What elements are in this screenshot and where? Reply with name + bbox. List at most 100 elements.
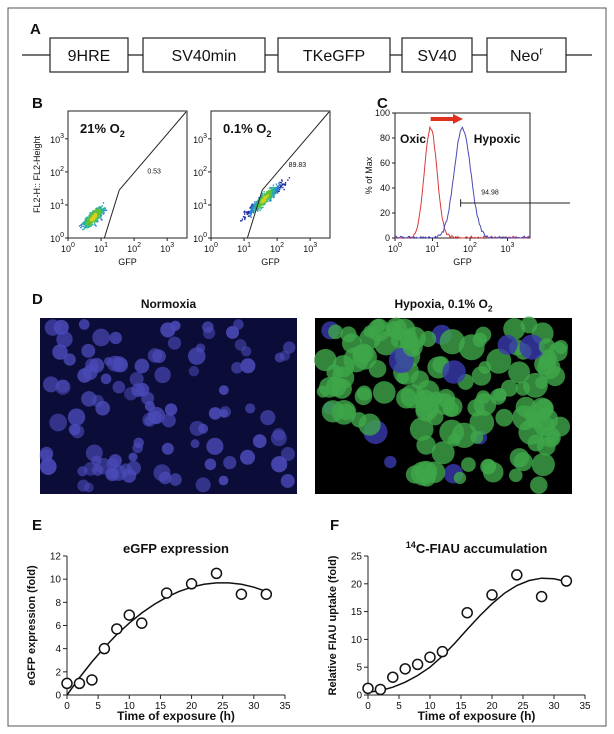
cell bbox=[219, 406, 232, 418]
flow-event bbox=[253, 210, 255, 212]
flow-event bbox=[269, 192, 271, 194]
flow-event bbox=[98, 213, 101, 216]
y-tick-label: 40 bbox=[380, 183, 390, 193]
flow-event bbox=[244, 210, 246, 212]
flow-event bbox=[88, 221, 90, 223]
construct-label-text: SV40min bbox=[172, 48, 237, 65]
flow-event bbox=[242, 216, 245, 218]
cell bbox=[218, 385, 229, 396]
cell bbox=[537, 356, 561, 380]
flow-event bbox=[248, 215, 250, 217]
flow-event bbox=[256, 201, 258, 203]
flow-event bbox=[244, 218, 246, 221]
flow-event bbox=[105, 209, 107, 211]
flow-event bbox=[91, 211, 93, 214]
log-exponent: 2 bbox=[473, 242, 477, 249]
data-point bbox=[260, 588, 273, 600]
construct-box bbox=[142, 37, 266, 73]
flow-event bbox=[272, 196, 275, 199]
flow-event bbox=[100, 215, 102, 217]
flow-event bbox=[265, 196, 268, 199]
cell bbox=[396, 371, 410, 384]
flow-event bbox=[273, 195, 275, 198]
x-tick-label: 30 bbox=[248, 701, 260, 712]
flow-event bbox=[85, 222, 87, 224]
flow-event bbox=[283, 183, 285, 186]
flow-event bbox=[259, 205, 261, 207]
cell bbox=[271, 456, 288, 473]
log-base: 10 bbox=[193, 201, 203, 211]
cell bbox=[523, 372, 548, 398]
data-point bbox=[98, 642, 111, 655]
x-tick-label: 5 bbox=[95, 701, 101, 712]
construct-box bbox=[401, 37, 473, 73]
cell bbox=[280, 473, 295, 488]
cell bbox=[340, 326, 357, 343]
flow-event bbox=[250, 210, 252, 213]
log-base: 10 bbox=[204, 244, 214, 254]
flow-event bbox=[264, 195, 267, 198]
log-tick-label: 100 bbox=[204, 242, 218, 254]
flow-frame bbox=[210, 110, 331, 239]
flow-event bbox=[271, 196, 273, 198]
cell bbox=[109, 331, 122, 345]
panel-label: C bbox=[377, 95, 388, 112]
log-base: 10 bbox=[388, 244, 398, 254]
cell bbox=[387, 321, 402, 336]
flow-event bbox=[260, 194, 263, 197]
data-point bbox=[135, 617, 148, 629]
y-axis-label: Relative FIAU uptake (fold) bbox=[327, 555, 339, 695]
flow-event bbox=[91, 222, 93, 224]
panel-label: D bbox=[32, 291, 43, 308]
flow-event bbox=[283, 188, 285, 191]
flow-event bbox=[277, 185, 280, 187]
cell bbox=[154, 366, 171, 384]
flow-event bbox=[90, 220, 92, 222]
flow-frame bbox=[67, 110, 188, 239]
flow-event bbox=[95, 225, 97, 227]
cell bbox=[423, 461, 446, 484]
log-tick-label: 101 bbox=[50, 199, 64, 211]
flow-event bbox=[83, 222, 86, 224]
flow-event bbox=[88, 220, 90, 222]
flow-event bbox=[273, 187, 276, 189]
flow-event bbox=[265, 199, 268, 201]
flow-event bbox=[93, 223, 96, 225]
cell bbox=[129, 372, 144, 387]
flow-event bbox=[80, 226, 82, 229]
flow-event bbox=[102, 210, 105, 212]
cell bbox=[240, 346, 252, 357]
flow-event bbox=[262, 204, 264, 206]
construct-label-text: Neo bbox=[510, 48, 539, 65]
cell bbox=[260, 410, 276, 426]
flow-event bbox=[265, 192, 268, 194]
flow-event bbox=[279, 181, 282, 184]
log-base: 10 bbox=[127, 244, 137, 254]
x-tick-label: 25 bbox=[217, 701, 229, 712]
data-point bbox=[436, 645, 449, 658]
flow-event bbox=[269, 199, 272, 201]
flow-event bbox=[253, 208, 255, 210]
data-point bbox=[123, 609, 136, 621]
log-tick-label: 100 bbox=[388, 242, 402, 254]
x-tick-label: 30 bbox=[548, 701, 560, 712]
flow-event bbox=[97, 221, 99, 223]
flow-event bbox=[85, 219, 87, 222]
micro-title: Hypoxia, 0.1% O2 bbox=[394, 297, 492, 314]
flow-event bbox=[264, 198, 266, 201]
flow-event bbox=[90, 212, 92, 215]
flow-event bbox=[267, 194, 269, 196]
cell bbox=[206, 437, 224, 455]
cell bbox=[240, 449, 256, 465]
cell bbox=[493, 387, 507, 402]
flow-event bbox=[264, 194, 266, 197]
flow-event bbox=[269, 194, 271, 197]
flow-event bbox=[247, 210, 250, 213]
flow-event bbox=[261, 198, 264, 201]
cell bbox=[280, 447, 296, 462]
flow-event bbox=[260, 201, 262, 203]
construct-label: TKeGFP bbox=[303, 48, 365, 65]
x-axis-label: Time of exposure (h) bbox=[117, 709, 235, 723]
flow-event bbox=[271, 192, 274, 194]
log-base: 10 bbox=[61, 244, 71, 254]
